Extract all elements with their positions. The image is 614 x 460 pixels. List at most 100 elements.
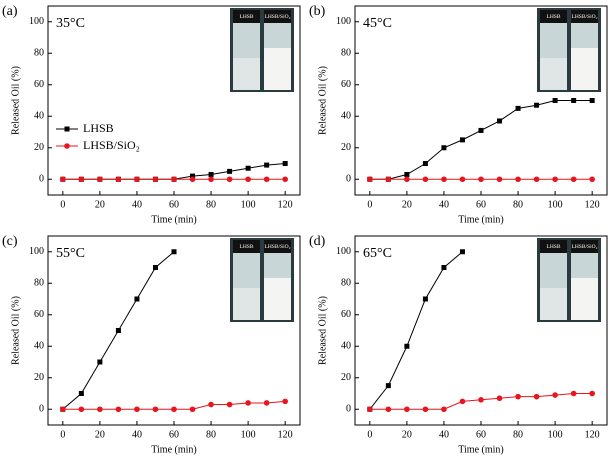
marker <box>171 249 177 255</box>
x-tick-label: 0 <box>60 429 65 440</box>
x-tick-label: 60 <box>476 429 486 440</box>
marker <box>441 265 447 270</box>
marker <box>115 176 122 183</box>
marker <box>208 176 214 183</box>
marker <box>134 296 140 302</box>
vial-cap <box>540 10 567 23</box>
y-tick-label: 100 <box>336 246 351 257</box>
marker <box>263 176 270 183</box>
marker <box>441 176 447 183</box>
marker <box>478 397 484 403</box>
marker <box>190 173 196 179</box>
legend-label: LHSB <box>83 121 114 135</box>
y-tick-label: 40 <box>34 111 44 122</box>
marker <box>97 359 103 365</box>
y-tick-label: 40 <box>341 111 351 122</box>
vial-content <box>571 278 598 320</box>
photo-label: LHSB/SiO₂ <box>571 244 597 250</box>
y-tick-label: 100 <box>29 16 44 27</box>
y-tick-label: 80 <box>341 48 351 59</box>
marker <box>60 406 66 413</box>
marker <box>152 265 158 270</box>
y-tick-label: 0 <box>346 174 351 185</box>
panel-label: (b) <box>309 4 326 19</box>
marker <box>189 406 196 413</box>
marker <box>459 137 465 143</box>
marker <box>515 176 521 183</box>
x-tick-label: 0 <box>367 199 372 210</box>
marker <box>208 172 214 178</box>
x-tick-label: 120 <box>585 429 600 440</box>
marker <box>459 398 466 405</box>
marker <box>404 176 410 183</box>
marker <box>189 176 196 183</box>
y-tick-label: 40 <box>341 341 351 352</box>
marker <box>589 390 595 397</box>
photo-label: LHSB/SiO₂ <box>264 244 290 250</box>
marker <box>245 176 251 183</box>
photo-label: LHSB/SiO₂ <box>264 14 290 20</box>
marker <box>282 176 288 183</box>
panel-label: (a) <box>2 4 18 19</box>
marker <box>441 145 447 151</box>
x-tick-label: 100 <box>548 199 563 210</box>
marker <box>385 383 391 389</box>
y-tick-label: 0 <box>346 404 351 415</box>
y-tick-label: 0 <box>39 174 44 185</box>
marker <box>134 406 140 413</box>
x-tick-label: 20 <box>95 199 105 210</box>
x-tick-label: 0 <box>60 199 65 210</box>
marker <box>515 105 521 111</box>
y-tick-label: 0 <box>39 404 44 415</box>
vial-cap <box>264 240 291 253</box>
marker <box>571 98 577 103</box>
vial-cap <box>233 10 260 23</box>
marker <box>478 176 484 183</box>
marker <box>385 176 392 183</box>
vial-cap <box>264 10 291 23</box>
annotation: 45°C <box>363 16 392 31</box>
marker <box>171 176 177 183</box>
annotation: 65°C <box>363 246 392 261</box>
marker <box>385 406 392 413</box>
y-tick-label: 100 <box>29 246 44 257</box>
photo-label: LHSB <box>239 244 253 250</box>
y-tick-label: 40 <box>34 341 44 352</box>
marker <box>264 162 270 168</box>
marker <box>152 176 159 183</box>
marker <box>459 249 465 255</box>
marker <box>367 406 373 413</box>
vial-content <box>540 288 567 320</box>
marker <box>282 398 288 405</box>
x-tick-label: 120 <box>278 199 293 210</box>
marker <box>367 176 373 183</box>
marker <box>97 406 103 413</box>
y-tick-label: 20 <box>34 372 44 383</box>
annotation: 35°C <box>56 16 85 31</box>
vial-content <box>264 48 291 90</box>
x-tick-label: 80 <box>513 429 523 440</box>
y-tick-label: 20 <box>341 372 351 383</box>
marker <box>422 406 429 413</box>
series-line <box>369 251 463 410</box>
x-tick-label: 60 <box>476 199 486 210</box>
marker <box>152 406 159 413</box>
legend-label: LHSB/SiO₂ <box>83 138 140 152</box>
x-tick-label: 40 <box>132 429 142 440</box>
marker <box>422 296 428 302</box>
marker <box>208 401 214 408</box>
marker <box>404 343 410 349</box>
vial-cap <box>571 10 598 23</box>
y-axis-label: Released Oil (%) <box>10 66 21 135</box>
marker <box>78 176 85 183</box>
marker <box>552 98 558 103</box>
x-tick-label: 20 <box>402 429 412 440</box>
marker <box>97 176 103 183</box>
annotation: 55°C <box>56 246 85 261</box>
marker <box>497 118 503 124</box>
marker <box>78 391 84 396</box>
marker <box>422 176 429 183</box>
y-tick-label: 60 <box>341 309 351 320</box>
y-tick-label: 60 <box>34 309 44 320</box>
marker <box>422 161 428 166</box>
